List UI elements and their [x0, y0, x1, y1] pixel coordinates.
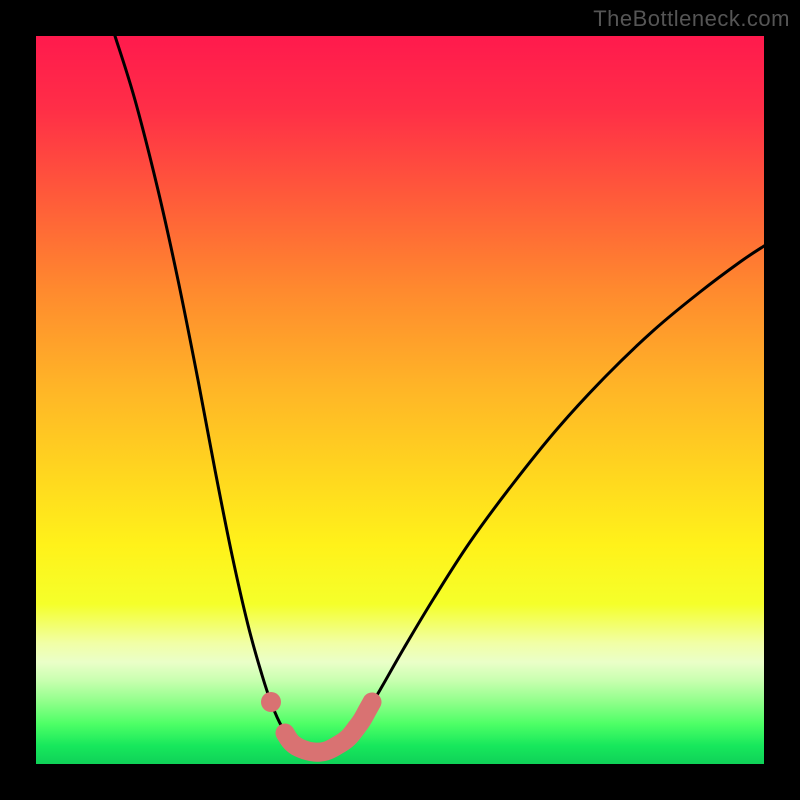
- highlight-dot: [261, 692, 281, 712]
- chart-container: TheBottleneck.com: [0, 0, 800, 800]
- chart-svg: [0, 0, 800, 800]
